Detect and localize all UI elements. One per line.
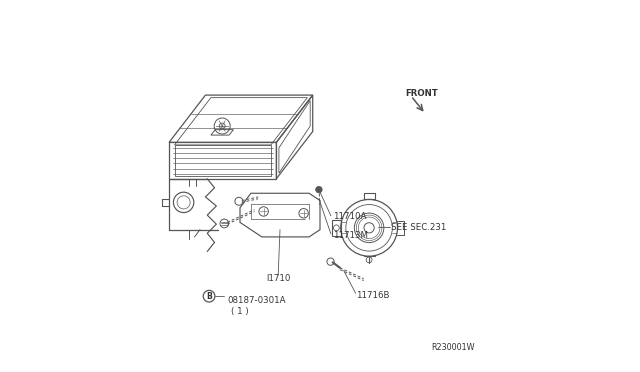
Text: B: B <box>206 292 212 301</box>
Text: 08187-0301A: 08187-0301A <box>227 296 286 305</box>
Text: 11713M: 11713M <box>333 231 368 240</box>
Text: R230001W: R230001W <box>431 343 474 352</box>
Circle shape <box>316 186 322 193</box>
Text: 11716B: 11716B <box>356 291 390 299</box>
Text: SEE SEC.231: SEE SEC.231 <box>391 223 446 232</box>
Text: ( 1 ): ( 1 ) <box>231 307 248 316</box>
Text: 11710A: 11710A <box>333 212 366 221</box>
Text: l1710: l1710 <box>266 274 291 283</box>
Text: FRONT: FRONT <box>406 89 438 98</box>
